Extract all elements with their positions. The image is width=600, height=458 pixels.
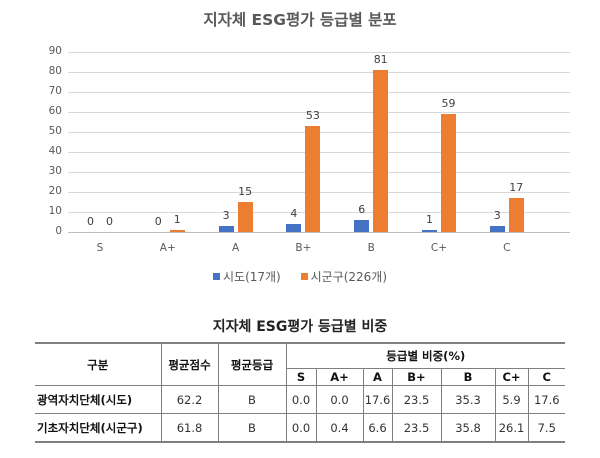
bar-sigungu [441, 114, 456, 232]
y-tick-label: 70 [48, 85, 62, 97]
data-label: 0 [106, 215, 113, 228]
ratio-a-plus: 0.4 [315, 413, 364, 443]
header-category: 구분 [35, 342, 162, 386]
y-tick-label: 20 [48, 185, 62, 197]
bar-sigungu [373, 70, 389, 232]
ratio-a-plus: 0.0 [315, 385, 364, 414]
y-tick-label: 80 [48, 65, 62, 77]
legend-label: 시군구(226개) [310, 270, 388, 284]
ratio-c: 7.5 [527, 413, 565, 443]
legend-swatch-blue-icon [212, 273, 220, 280]
x-axis-line [68, 232, 570, 233]
header-grade-s: S [286, 368, 317, 386]
avg-grade: B [217, 413, 287, 443]
data-label: 53 [305, 109, 320, 122]
gridline [68, 112, 570, 113]
bar-sigungu [237, 202, 253, 232]
y-tick-label: 10 [48, 205, 62, 217]
ratio-b: 35.8 [440, 413, 496, 443]
bar-sido [218, 226, 234, 232]
data-label: 3 [222, 209, 230, 222]
data-label: 1 [173, 213, 181, 226]
chart-legend: 시도(17개) 시군구(226개) [0, 268, 600, 285]
x-tick-label: C [503, 242, 511, 254]
data-label: 1 [426, 213, 433, 226]
ratio-c-plus: 5.9 [494, 385, 529, 414]
header-grade-a-plus: A+ [315, 368, 364, 386]
ratio-a: 17.6 [362, 385, 393, 414]
bar-sido [422, 230, 437, 232]
y-tick-label: 90 [48, 45, 62, 57]
x-tick-label: S [96, 242, 104, 254]
header-grade-b: B [440, 368, 496, 386]
table-row: 광역자치단체(시도) 62.2 B 0.0 0.0 17.6 23.5 35.3… [35, 385, 565, 414]
data-label: 0 [154, 215, 162, 228]
data-label: 59 [441, 97, 456, 110]
x-tick-label: B+ [295, 242, 312, 254]
header-avg-score: 평균점수 [160, 342, 219, 386]
header-grade-b-plus: B+ [391, 368, 442, 386]
ratio-b-plus: 23.5 [391, 413, 442, 443]
header-grade-c: C [527, 368, 565, 386]
row-name: 기초자치단체(시군구) [35, 413, 162, 443]
data-label: 0 [87, 215, 94, 228]
ratio-s: 0.0 [285, 385, 317, 414]
data-label: 6 [358, 203, 366, 216]
ratio-s: 0.0 [285, 413, 317, 443]
avg-score: 62.2 [160, 385, 219, 414]
avg-grade: B [217, 385, 287, 414]
legend-label: 시도(17개) [222, 270, 281, 284]
bar-sido [286, 224, 302, 232]
row-name: 광역자치단체(시도) [35, 385, 162, 414]
x-tick-label: A [232, 242, 240, 254]
data-label: 81 [373, 53, 388, 66]
bar-chart-plot: 0 10 20 30 40 50 60 70 80 90 S 0 0 A+ 0 1 A 3 15 B+ 4 53 B 6 81 C… [48, 45, 570, 254]
legend-item-sido: 시도(17개) [212, 268, 281, 285]
x-tick-label: A+ [159, 242, 176, 254]
ratio-a: 6.6 [362, 413, 393, 443]
y-tick-label: 60 [48, 105, 62, 117]
table-row: 기초자치단체(시군구) 61.8 B 0.0 0.4 6.6 23.5 35.8… [35, 413, 565, 443]
table-title: 지자체 ESG평가 등급별 비중 [212, 319, 388, 335]
header-ratio-group: 등급별 비중(%) [285, 342, 565, 369]
avg-score: 61.8 [160, 413, 219, 443]
ratio-c: 17.6 [527, 385, 565, 414]
bar-sigungu [305, 126, 321, 232]
legend-swatch-orange-icon [300, 273, 308, 280]
y-tick-label: 40 [48, 145, 62, 157]
bar-sido [354, 220, 370, 232]
legend-item-sigungu: 시군구(226개) [300, 268, 388, 285]
header-grade-c-plus: C+ [494, 368, 529, 386]
grade-ratio-table: 구분 평균점수 평균등급 등급별 비중(%) S A+ A B+ B C+ C … [35, 342, 565, 443]
data-label: 4 [290, 207, 298, 220]
y-tick-label: 30 [48, 165, 62, 177]
bar-sigungu [169, 230, 185, 232]
y-tick-label: 0 [55, 225, 62, 237]
chart-title: 지자체 ESG평가 등급별 분포 [203, 11, 397, 29]
y-tick-label: 50 [48, 125, 62, 137]
ratio-b-plus: 23.5 [391, 385, 442, 414]
header-grade-a: A [362, 368, 393, 386]
data-label: 3 [493, 209, 501, 222]
bar-sigungu [508, 198, 524, 232]
ratio-c-plus: 26.1 [494, 413, 529, 443]
gridline [68, 92, 570, 93]
gridline [68, 52, 570, 53]
x-tick-label: C+ [430, 242, 448, 254]
bar-sido [489, 226, 505, 232]
ratio-b: 35.3 [440, 385, 496, 414]
x-tick-label: B [367, 242, 375, 254]
data-label: 15 [238, 185, 253, 198]
header-avg-grade: 평균등급 [217, 342, 287, 386]
data-label: 17 [509, 181, 524, 194]
gridline [68, 72, 570, 73]
